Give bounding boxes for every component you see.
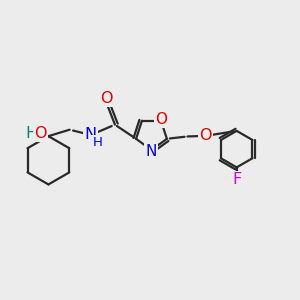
- Text: O: O: [156, 112, 168, 127]
- Text: H: H: [26, 126, 38, 141]
- Text: O: O: [100, 91, 113, 106]
- Text: N: N: [85, 128, 97, 142]
- Text: N: N: [145, 144, 157, 159]
- Text: O: O: [34, 126, 47, 141]
- Text: H: H: [92, 136, 102, 149]
- Text: O: O: [200, 128, 212, 143]
- Text: F: F: [232, 172, 241, 187]
